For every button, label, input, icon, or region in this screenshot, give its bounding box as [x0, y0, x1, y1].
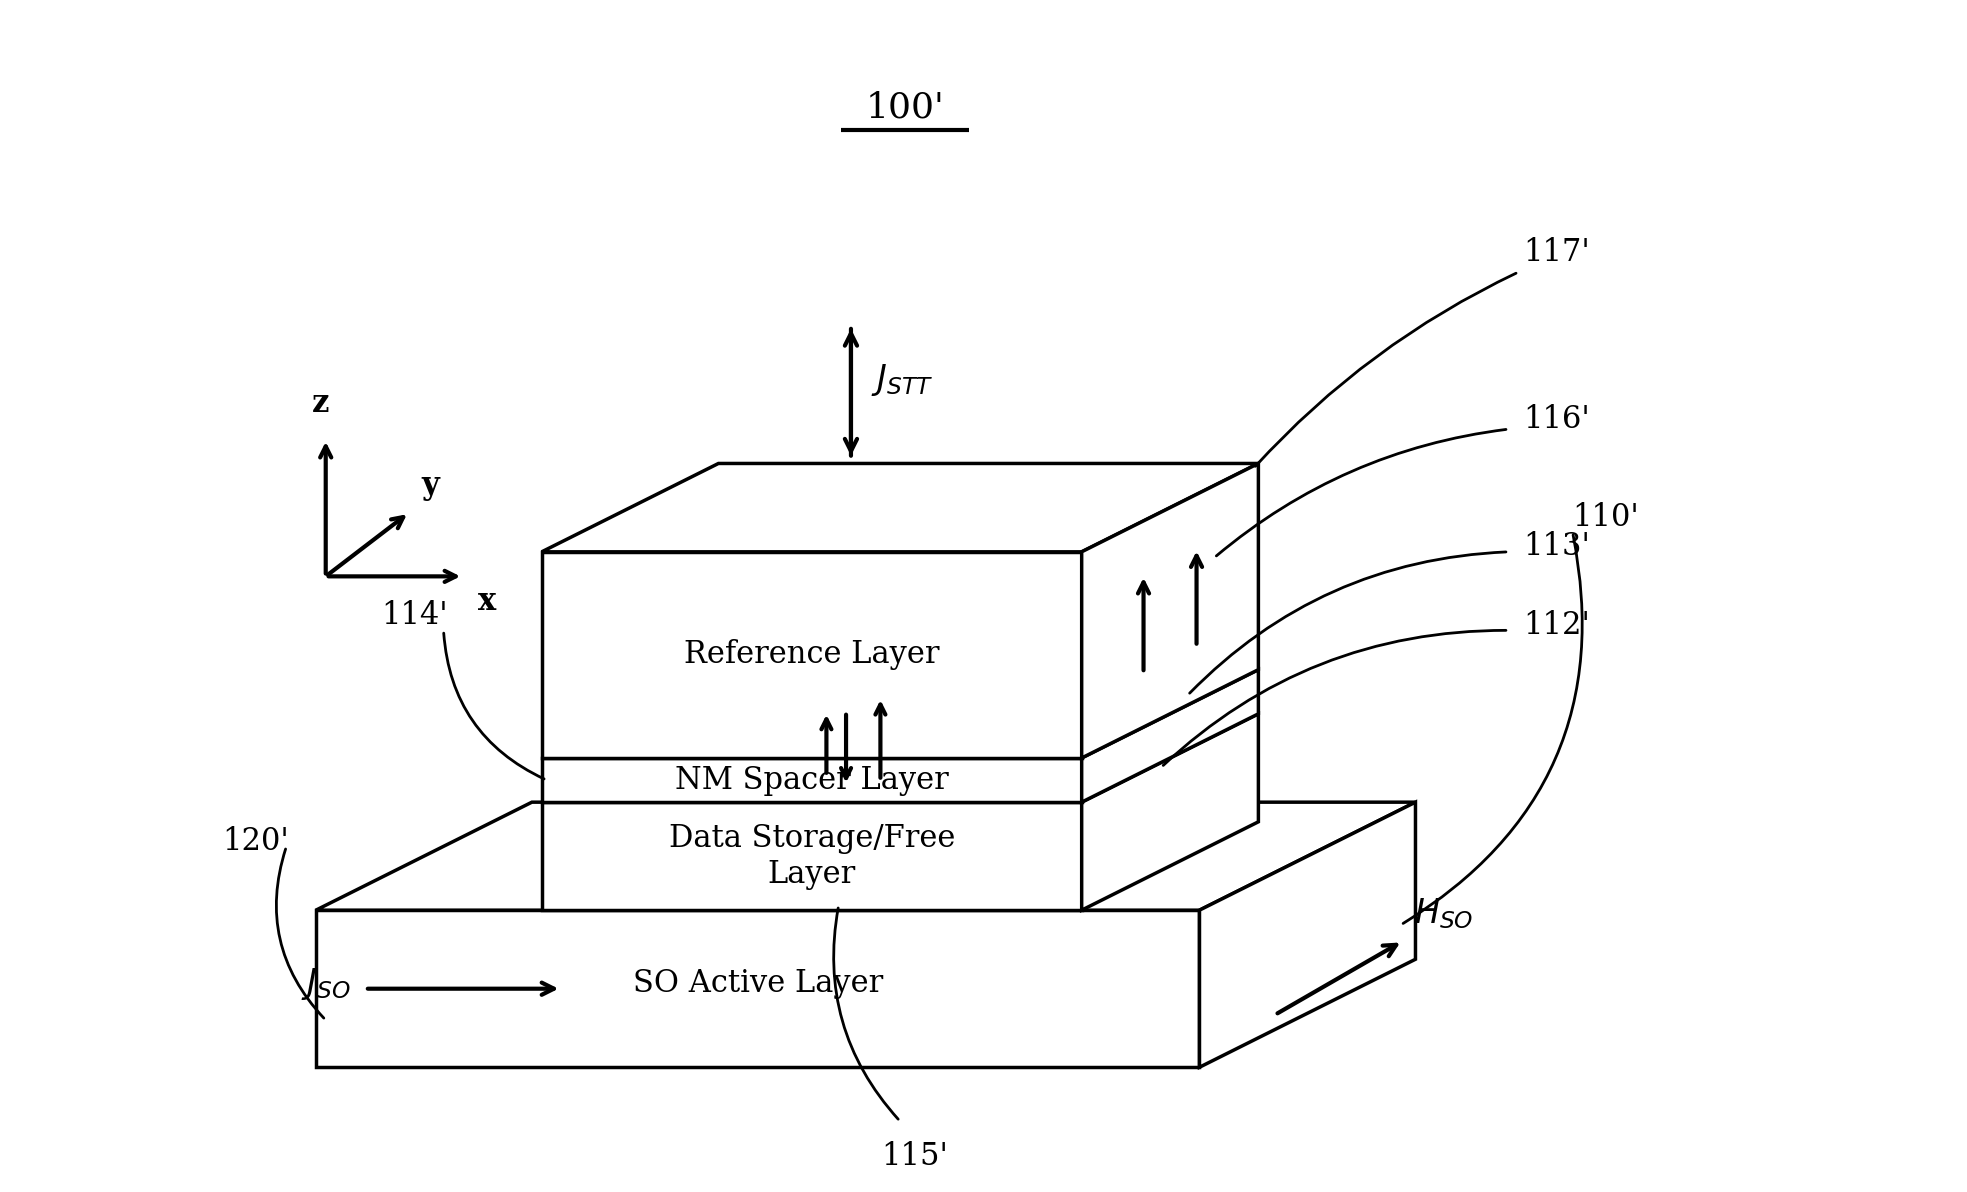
Polygon shape	[1200, 802, 1416, 1067]
Polygon shape	[317, 802, 1416, 911]
Text: 115': 115'	[881, 1141, 948, 1172]
Text: NM Spacer Layer: NM Spacer Layer	[675, 764, 948, 795]
Text: 100': 100'	[865, 91, 944, 125]
Polygon shape	[1082, 464, 1259, 758]
Text: 112': 112'	[1524, 610, 1591, 641]
Text: z: z	[313, 389, 330, 420]
Polygon shape	[541, 670, 1259, 758]
Polygon shape	[1082, 670, 1259, 802]
Polygon shape	[1082, 714, 1259, 911]
Text: 116': 116'	[1524, 404, 1589, 435]
Polygon shape	[541, 552, 1082, 758]
Text: $H_{SO}$: $H_{SO}$	[1414, 896, 1473, 931]
Text: Reference Layer: Reference Layer	[685, 639, 940, 670]
Polygon shape	[541, 802, 1082, 911]
Text: 114': 114'	[382, 600, 447, 631]
Polygon shape	[541, 714, 1259, 802]
Text: Data Storage/Free
Layer: Data Storage/Free Layer	[669, 822, 954, 889]
Text: $J_{SO}$: $J_{SO}$	[301, 966, 350, 1001]
Text: x: x	[478, 586, 496, 617]
Polygon shape	[541, 758, 1082, 802]
Text: 120': 120'	[222, 826, 289, 857]
Polygon shape	[317, 911, 1200, 1067]
Text: SO Active Layer: SO Active Layer	[633, 968, 883, 999]
Text: 113': 113'	[1524, 532, 1591, 563]
Text: 110': 110'	[1572, 502, 1639, 533]
Text: $J_{STT}$: $J_{STT}$	[871, 362, 932, 398]
Text: 117': 117'	[1524, 237, 1589, 268]
Polygon shape	[541, 464, 1259, 552]
Text: y: y	[421, 470, 439, 501]
